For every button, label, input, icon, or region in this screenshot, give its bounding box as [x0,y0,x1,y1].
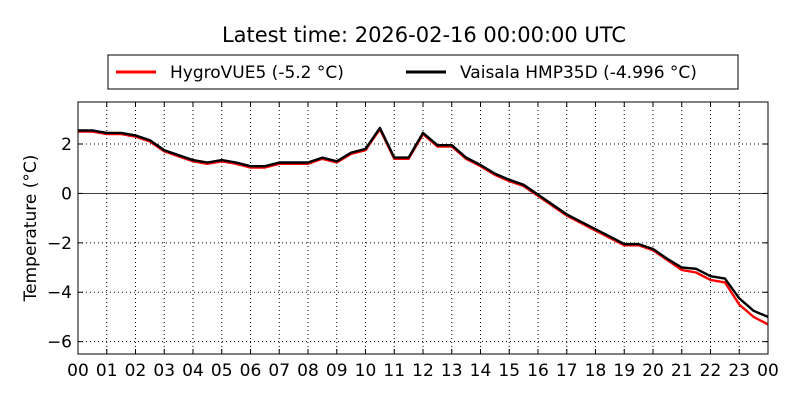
x-tick-label: 19 [613,361,635,381]
x-tick-label: 08 [297,361,319,381]
y-tick-label: 0 [61,184,72,204]
x-tick-label: 11 [383,361,405,381]
series-line-vaisala [78,126,769,319]
series-lines [78,126,769,326]
x-tick-label: 17 [556,361,578,381]
x-tick-label: 20 [642,361,664,381]
y-tick-label: −4 [47,283,72,303]
y-tick-label: 2 [61,135,72,155]
legend-label-vaisala: Vaisala HMP35D (-4.996 °C) [460,63,697,83]
legend-label-hygrovue: HygroVUE5 (-5.2 °C) [170,63,344,83]
x-tick-label: 15 [498,361,520,381]
y-axis-label: Temperature (°C) [21,155,41,303]
x-tick-label: 13 [441,361,463,381]
x-tick-label: 18 [585,361,607,381]
x-tick-label: 21 [671,361,693,381]
legend: HygroVUE5 (-5.2 °C) Vaisala HMP35D (-4.9… [107,54,739,90]
x-tick-label: 22 [700,361,722,381]
x-tick-label: 00 [67,361,89,381]
x-axis-ticks: 00 01 02 03 04 05 06 07 08 09 10 11 12 13 14 15 16 17 18 19… [67,102,779,381]
y-tick-label: −6 [47,333,72,353]
x-tick-label: 00 [757,361,779,381]
x-tick-label: 01 [96,361,118,381]
y-tick-label: −2 [47,234,72,254]
chart-title: Latest time: 2026-02-16 00:00:00 UTC [222,23,626,47]
x-tick-label: 12 [412,361,434,381]
x-tick-label: 14 [470,361,492,381]
x-tick-label: 10 [355,361,377,381]
grid [78,102,768,354]
x-tick-label: 05 [211,361,233,381]
x-tick-label: 06 [240,361,262,381]
x-tick-label: 07 [268,361,290,381]
plot-frame [77,101,769,355]
x-tick-label: 09 [326,361,348,381]
x-tick-label: 23 [728,361,750,381]
x-tick-label: 02 [125,361,147,381]
x-tick-label: 04 [182,361,204,381]
x-tick-label: 16 [527,361,549,381]
x-tick-label: 03 [153,361,175,381]
y-axis-ticks: −6 −4 −2 0 2 [47,135,768,353]
